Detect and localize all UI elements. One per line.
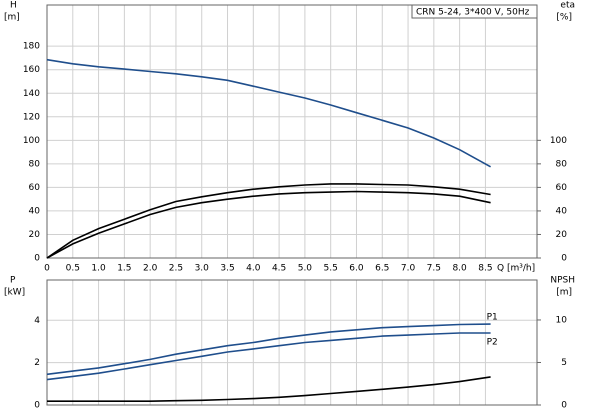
y-tick-label: 4 [34, 316, 40, 326]
y-tick-label: 0 [34, 254, 40, 264]
plot-frame [46, 279, 538, 406]
x-tick-label: 2.0 [143, 264, 158, 274]
y-axis-label: P [10, 276, 16, 286]
y2-axis-unit: [m] [556, 288, 572, 298]
x-tick-label: 0 [44, 264, 50, 274]
x-tick-label: 3.0 [195, 264, 210, 274]
y-tick-label: 160 [23, 65, 40, 75]
y-axis-unit: [kW] [4, 288, 25, 298]
y-axis-unit: [m] [4, 13, 20, 23]
x-tick-label: 6.5 [375, 264, 389, 274]
y-tick-label: 100 [23, 136, 40, 146]
series-line [46, 332, 491, 381]
x-tick-label: 4.0 [246, 264, 261, 274]
x-tick-label: 4.5 [272, 264, 286, 274]
x-tick-label: 2.5 [169, 264, 183, 274]
x-tick-label: 8.5 [478, 264, 492, 274]
y2-tick-label: 40 [556, 206, 568, 216]
y2-tick-label: 5 [561, 358, 567, 368]
y2-axis-unit: [%] [556, 13, 572, 23]
y2-tick-label: 0 [561, 254, 567, 264]
y-tick-label: 180 [23, 42, 40, 52]
x-tick-label: 6.0 [349, 264, 364, 274]
y-tick-label: 2 [34, 358, 40, 368]
y-tick-label: 0 [34, 401, 40, 411]
y2-tick-label: 80 [556, 159, 568, 169]
series-line [46, 323, 491, 376]
x-tick-label: 5.0 [298, 264, 313, 274]
series-label: P2 [487, 337, 498, 347]
series-line [46, 183, 491, 259]
x-tick-label: 3.5 [220, 264, 234, 274]
chart-title: CRN 5-24, 3*400 V, 50Hz [416, 8, 530, 18]
x-axis-label: Q [m³/h] [497, 264, 535, 274]
y2-axis-label: NPSH [550, 276, 575, 286]
y-tick-label: 60 [29, 183, 41, 193]
x-tick-label: 1.0 [91, 264, 106, 274]
y2-tick-label: 60 [556, 183, 568, 193]
y-tick-label: 120 [23, 112, 40, 122]
x-tick-label: 0.5 [66, 264, 80, 274]
y2-tick-label: 20 [556, 230, 568, 240]
series-line [47, 376, 491, 402]
title-box [411, 4, 538, 19]
series-label: P1 [487, 313, 498, 323]
x-tick-label: 1.5 [117, 264, 131, 274]
series-line [46, 190, 491, 259]
y-tick-label: 80 [29, 159, 41, 169]
x-tick-label: 5.5 [324, 264, 338, 274]
plot-frame [46, 4, 538, 259]
y2-axis-label: eta [560, 1, 575, 11]
y-tick-label: 40 [29, 206, 41, 216]
series-line [46, 58, 491, 168]
y-axis-label: H [10, 1, 17, 11]
y2-tick-label: 0 [561, 401, 567, 411]
y2-tick-label: 10 [556, 315, 568, 325]
x-tick-label: 7.0 [401, 264, 416, 274]
y-tick-label: 20 [29, 230, 41, 240]
y2-tick-label: 100 [550, 136, 567, 146]
y-tick-label: 140 [23, 89, 40, 99]
x-tick-label: 8.0 [452, 264, 467, 274]
x-tick-label: 7.5 [427, 264, 441, 274]
